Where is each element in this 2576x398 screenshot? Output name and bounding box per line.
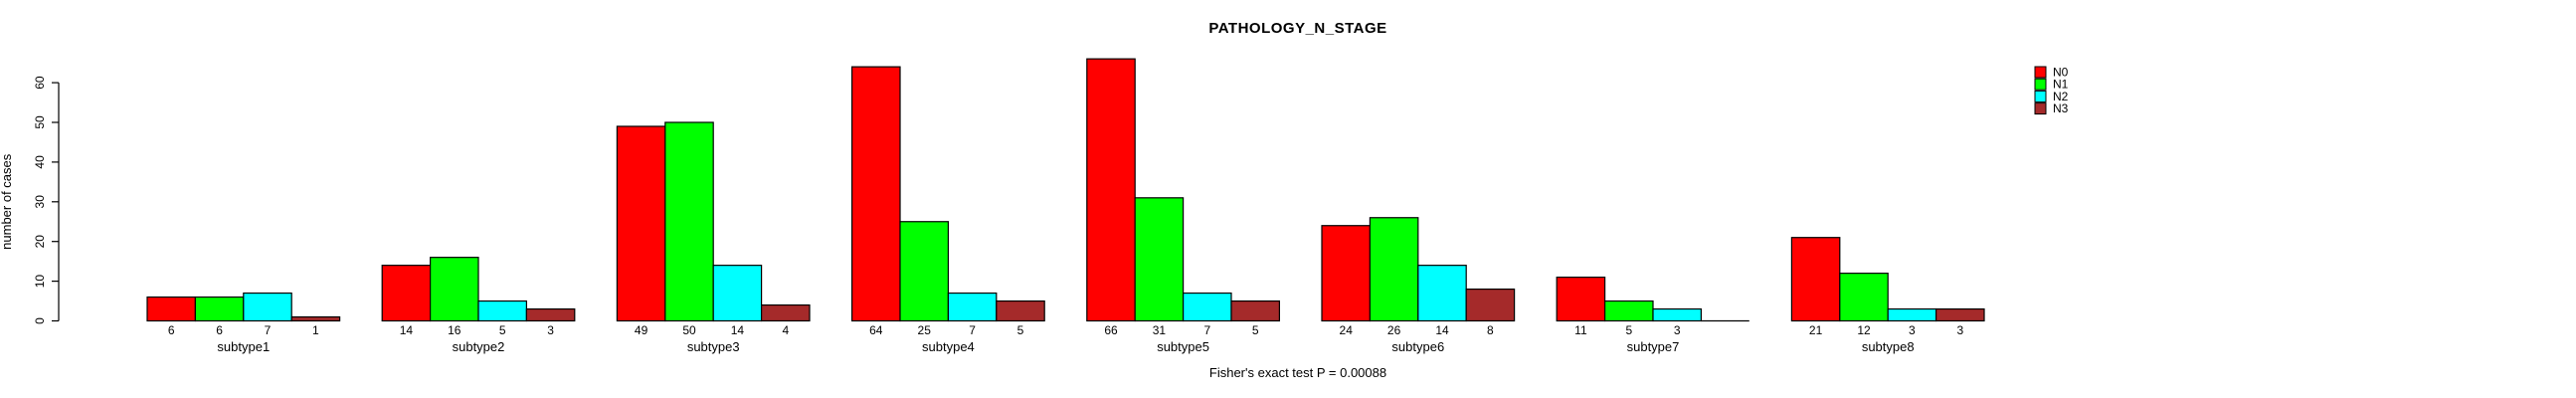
bar-subtype1-N2 [243, 292, 292, 322]
bar-value-label: 66 [1104, 323, 1118, 337]
bar-subtype5-N3 [1230, 299, 1281, 322]
bar-subtype7-N2 [1652, 307, 1703, 322]
category-label: subtype1 [217, 339, 270, 354]
category-label: subtype8 [1862, 339, 1915, 354]
bar-value-label: 50 [682, 323, 696, 337]
bar-subtype2-N0 [381, 265, 432, 322]
y-tick-label: 10 [33, 275, 47, 289]
bar-value-label: 64 [869, 323, 883, 337]
bar-subtype1-N3 [290, 315, 341, 322]
bar-value-label: 8 [1487, 323, 1494, 337]
category-label: subtype2 [453, 339, 505, 354]
bar-subtype8-N2 [1887, 307, 1937, 322]
bar-value-label: 16 [448, 323, 461, 337]
bar-subtype3-N2 [712, 265, 763, 322]
bar-value-label: 4 [782, 323, 789, 337]
y-tick-label: 60 [33, 76, 47, 90]
bar-subtype6-N3 [1465, 288, 1516, 322]
bar-subtype2-N3 [525, 307, 576, 322]
category-label: subtype7 [1627, 339, 1680, 354]
y-tick-label: 30 [33, 195, 47, 209]
bar-value-label: 25 [918, 323, 932, 337]
bar-value-label: 24 [1340, 323, 1354, 337]
bar-value-label: 7 [1203, 323, 1210, 337]
bar-value-label: 6 [168, 323, 175, 337]
bar-value-label: 14 [1435, 323, 1449, 337]
bar-subtype8-N3 [1934, 307, 1985, 322]
bar-subtype4-N1 [899, 221, 950, 322]
y-tick-label: 40 [33, 155, 47, 169]
bar-value-label: 7 [969, 323, 976, 337]
bar-value-label: 3 [547, 323, 554, 337]
bar-value-label: 31 [1153, 323, 1167, 337]
bar-value-label: 3 [1909, 323, 1916, 337]
legend-swatch-N0 [2034, 66, 2047, 79]
bar-subtype5-N2 [1182, 292, 1232, 322]
bar-value-label: 11 [1574, 323, 1587, 337]
y-tick-label: 0 [33, 317, 47, 324]
category-label: subtype6 [1391, 339, 1444, 354]
bar-subtype8-N0 [1790, 237, 1841, 322]
fisher-test-annotation: Fisher's exact test P = 0.00088 [1208, 365, 1387, 380]
bar-subtype6-N0 [1321, 225, 1372, 322]
bar-subtype8-N1 [1839, 273, 1889, 322]
legend-swatch-N2 [2034, 90, 2047, 102]
bar-value-label: 14 [731, 323, 745, 337]
bar-value-label: 5 [1017, 323, 1024, 337]
bar-subtype4-N2 [947, 292, 998, 322]
bar-subtype1-N1 [194, 296, 245, 322]
bar-value-label: 5 [1625, 323, 1632, 337]
bar-value-label: 3 [1674, 323, 1681, 337]
y-tick-label: 20 [33, 235, 47, 249]
bar-subtype7-N1 [1603, 299, 1654, 322]
bar-subtype2-N2 [477, 299, 528, 322]
bar-value-label: 7 [265, 323, 272, 337]
legend-label-N3: N3 [2053, 101, 2069, 115]
bar-value-label: 12 [1857, 323, 1871, 337]
bar-value-label: 14 [400, 323, 414, 337]
y-tick-label: 50 [33, 115, 47, 129]
legend-label-N1: N1 [2053, 78, 2069, 92]
bar-subtype3-N3 [760, 303, 811, 322]
bar-subtype1-N0 [146, 296, 197, 322]
bar-value-label: 49 [635, 323, 648, 337]
bar-value-label: 5 [499, 323, 506, 337]
bar-subtype2-N1 [430, 257, 479, 322]
bar-value-label: 21 [1809, 323, 1823, 337]
bar-subtype6-N2 [1417, 265, 1467, 322]
category-label: subtype4 [922, 339, 975, 354]
bar-subtype3-N1 [664, 121, 714, 322]
legend-swatch-N3 [2034, 102, 2047, 115]
bar-subtype5-N1 [1134, 197, 1185, 322]
bar-subtype4-N3 [996, 299, 1045, 322]
legend-label-N0: N0 [2053, 66, 2069, 80]
bar-value-label: 1 [312, 323, 319, 337]
legend-swatch-N1 [2034, 78, 2047, 91]
category-label: subtype5 [1157, 339, 1209, 354]
bar-subtype5-N0 [1086, 58, 1136, 322]
bar-value-label: 3 [1956, 323, 1963, 337]
bar-value-label: 5 [1252, 323, 1259, 337]
bar-subtype6-N1 [1369, 217, 1419, 322]
category-label: subtype3 [687, 339, 740, 354]
bar-subtype7-N0 [1556, 277, 1606, 322]
bar-value-label: 6 [216, 323, 223, 337]
y-axis-title: number of cases [0, 153, 14, 250]
legend-label-N2: N2 [2053, 90, 2069, 103]
bar-value-label: 26 [1387, 323, 1401, 337]
bar-subtype3-N0 [616, 125, 666, 322]
chart-title: PATHOLOGY_N_STAGE [1208, 20, 1387, 37]
bar-subtype4-N0 [850, 66, 901, 322]
